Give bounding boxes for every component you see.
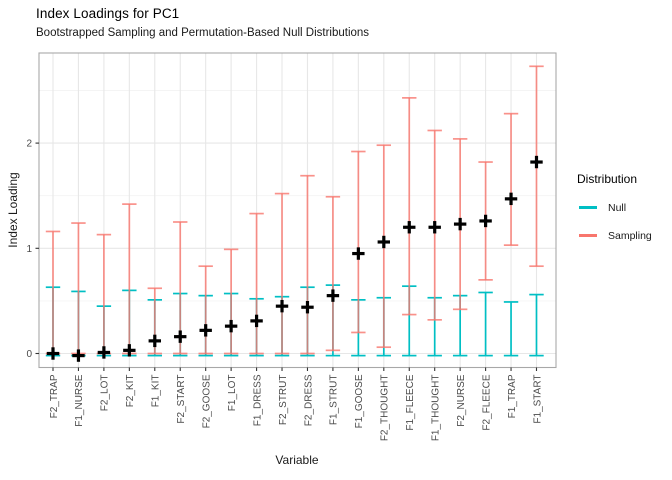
panel-border <box>38 52 557 369</box>
x-tick-label: F1_TRAP <box>507 374 518 418</box>
legend-label-sampling: Sampling <box>608 229 652 242</box>
x-tick-label: F1_STRUT <box>329 375 340 426</box>
x-tick-label: F2_LOT <box>100 375 111 412</box>
x-tick-label: F2_TRAP <box>49 374 60 418</box>
x-axis-title: Variable <box>275 453 318 467</box>
legend-title: Distribution <box>577 172 638 186</box>
legend-label-null: Null <box>608 201 627 214</box>
chart-subtitle: Bootstrapped Sampling and Permutation-Ba… <box>36 27 370 39</box>
x-tick-label: F1_KIT <box>151 375 162 408</box>
chart-title: Index Loadings for PC1 <box>36 6 180 21</box>
y-tick-label: 0 <box>26 349 32 360</box>
x-tick-label: F1_START <box>532 375 543 424</box>
legend-key-sampling-line <box>579 234 597 237</box>
x-tick-label: F1_LOT <box>227 375 238 412</box>
x-tick-label: F2_DRESS <box>303 374 314 426</box>
x-tick-label: F1_THOUGHT <box>431 375 442 442</box>
x-tick-label: F2_STRUT <box>278 375 289 426</box>
x-tick-label: F1_FLEECE <box>405 374 416 430</box>
legend-item-sampling: Sampling <box>568 227 668 244</box>
x-tick-label: F2_NURSE <box>456 374 467 427</box>
legend: Distribution Null Sampling <box>568 172 668 255</box>
y-tick-label: 2 <box>26 139 32 150</box>
x-tick-label: F2_FLEECE <box>481 374 492 430</box>
y-axis-title: Index Loading <box>6 172 20 247</box>
x-tick-label: F1_NURSE <box>74 374 85 427</box>
legend-key-null-line <box>579 206 597 209</box>
x-tick-label: F2_GOOSE <box>201 374 212 428</box>
legend-item-null: Null <box>568 199 668 216</box>
x-tick-label: F2_THOUGHT <box>380 375 391 442</box>
x-tick-label: F2_START <box>176 375 187 424</box>
x-tick-label: F1_GOOSE <box>354 374 365 428</box>
y-tick-label: 1 <box>26 244 32 255</box>
x-tick-label: F1_DRESS <box>252 374 263 426</box>
x-tick-label: F2_KIT <box>125 375 136 408</box>
